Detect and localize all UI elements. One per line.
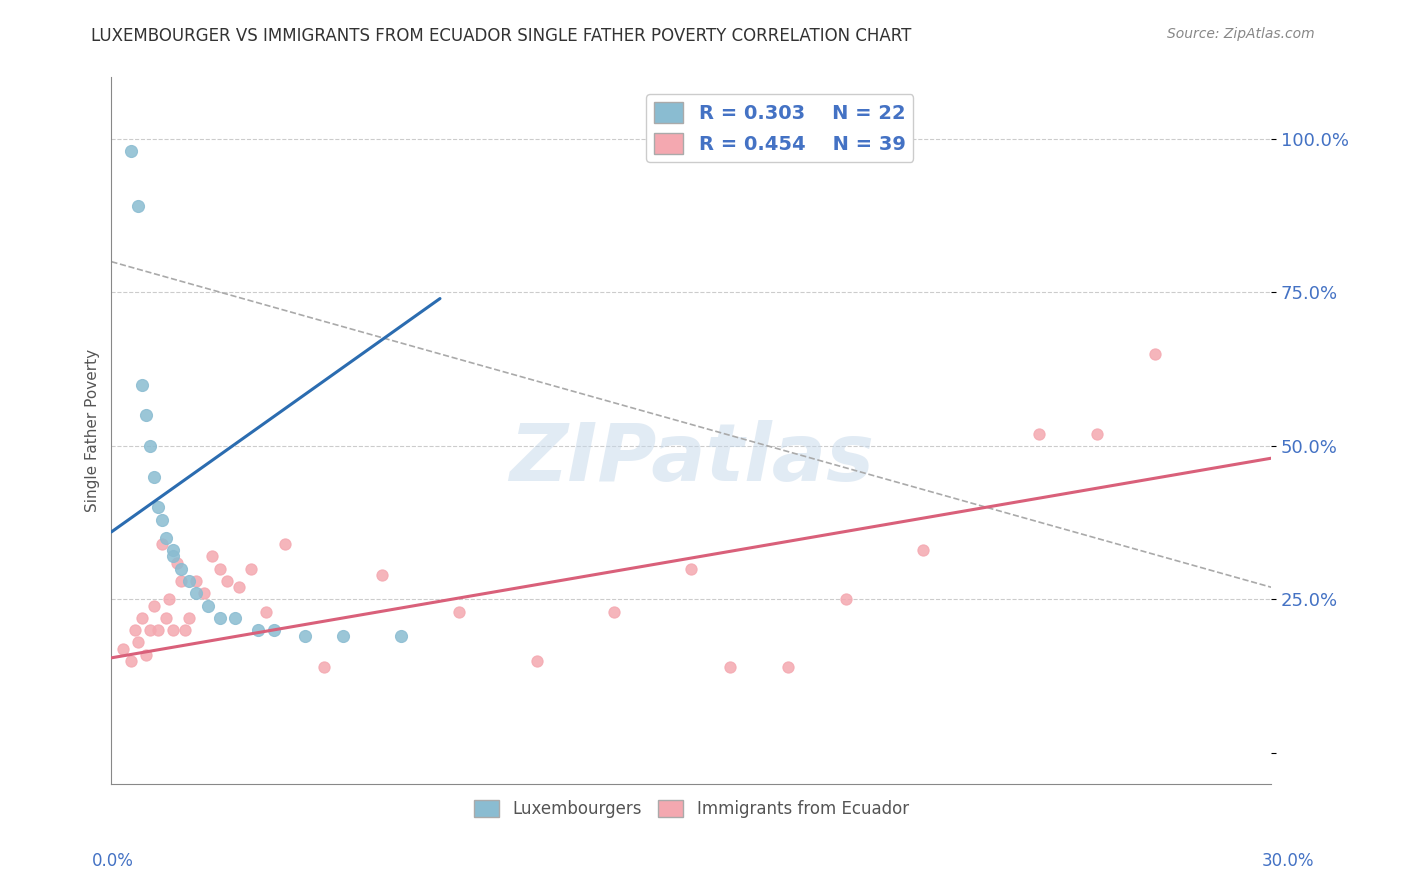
Point (135, 409, 157, 423)
Point (247, 623, 270, 637)
Point (224, 611, 246, 625)
Point (146, 623, 169, 637)
Point (603, 605, 626, 619)
Point (142, 599, 165, 613)
Point (120, 654, 142, 668)
Point (1144, 347, 1167, 361)
Point (170, 562, 193, 576)
Point (371, 568, 394, 582)
Point (139, 623, 162, 637)
Text: LUXEMBOURGER VS IMMIGRANTS FROM ECUADOR SINGLE FATHER POVERTY CORRELATION CHART: LUXEMBOURGER VS IMMIGRANTS FROM ECUADOR … (91, 27, 911, 45)
Y-axis label: Single Father Poverty: Single Father Poverty (86, 349, 100, 512)
Point (274, 537, 297, 551)
Point (131, 377, 153, 392)
Point (389, 629, 412, 643)
Text: ZIPatlas: ZIPatlas (509, 420, 873, 498)
Point (139, 439, 162, 453)
Point (135, 648, 157, 662)
Point (294, 629, 316, 643)
Point (254, 605, 277, 619)
Text: 0.0%: 0.0% (91, 852, 134, 870)
Point (127, 199, 149, 213)
Point (150, 537, 173, 551)
Point (131, 611, 153, 625)
Point (170, 574, 193, 588)
Point (166, 556, 188, 570)
Point (155, 531, 177, 545)
Point (201, 549, 224, 564)
Legend: Luxembourgers, Immigrants from Ecuador: Luxembourgers, Immigrants from Ecuador (467, 793, 915, 825)
Point (173, 623, 195, 637)
Point (146, 500, 169, 515)
Point (263, 623, 285, 637)
Point (162, 549, 184, 564)
Point (120, 144, 142, 158)
Point (111, 641, 134, 656)
Point (1085, 426, 1108, 441)
Point (239, 562, 262, 576)
Point (186, 574, 208, 588)
Point (193, 586, 215, 600)
Point (127, 635, 149, 649)
Text: Source: ZipAtlas.com: Source: ZipAtlas.com (1167, 27, 1315, 41)
Point (197, 599, 219, 613)
Point (526, 654, 548, 668)
Point (177, 574, 200, 588)
Point (681, 562, 703, 576)
Point (157, 592, 180, 607)
Point (228, 580, 250, 594)
Point (312, 660, 335, 674)
Point (332, 629, 354, 643)
Point (208, 611, 231, 625)
Text: 30.0%: 30.0% (1263, 852, 1315, 870)
Point (162, 543, 184, 558)
Point (150, 513, 173, 527)
Point (142, 469, 165, 483)
Point (208, 562, 231, 576)
Point (718, 660, 741, 674)
Point (776, 660, 799, 674)
Point (912, 543, 935, 558)
Point (449, 605, 471, 619)
Point (217, 574, 239, 588)
Point (1028, 426, 1050, 441)
Point (124, 623, 146, 637)
Point (155, 611, 177, 625)
Point (186, 586, 208, 600)
Point (162, 623, 184, 637)
Point (835, 592, 858, 607)
Point (177, 611, 200, 625)
